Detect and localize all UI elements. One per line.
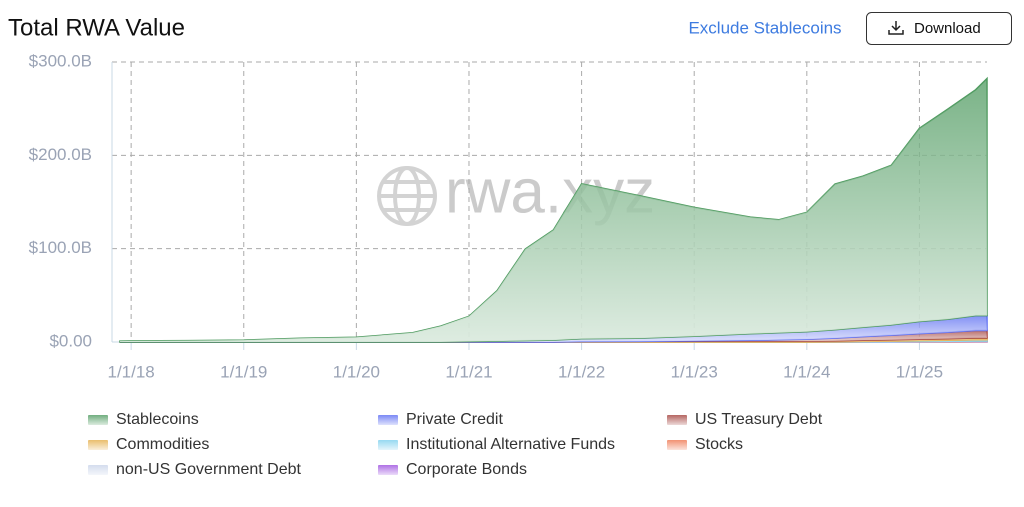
legend-swatch-fade [88,465,108,475]
x-tick-label: 1/1/19 [220,362,267,381]
x-tick-label: 1/1/24 [783,362,830,381]
exclude-stablecoins[interactable]: Exclude Stablecoins [688,18,841,37]
legend-label: US Treasury Debt [695,411,823,428]
x-tick-label: 1/1/25 [896,362,943,381]
legend-label: non-US Government Debt [116,461,302,478]
x-tick-label: 1/1/22 [558,362,605,381]
x-tick-label: 1/1/21 [445,362,492,381]
x-tick-label: 1/1/20 [333,362,380,381]
legend-label: Corporate Bonds [406,461,527,478]
legend-swatch-fade [378,465,398,475]
legend-label: Private Credit [406,411,503,428]
legend-label: Institutional Alternative Funds [406,436,615,453]
legend-swatch-fade [667,415,687,425]
legend-swatch-fade [378,415,398,425]
legend-swatch-fade [88,415,108,425]
x-tick-label: 1/1/18 [108,362,155,381]
legend-label: Stocks [695,436,743,453]
y-tick-label: $100.0B [29,238,92,257]
page-title: Total RWA Value [8,14,185,41]
legend-swatch-fade [88,440,108,450]
watermark-globe [379,168,435,224]
legend-swatch-fade [378,440,398,450]
legend-swatch-fade [667,440,687,450]
y-tick-label: $0.00 [49,331,92,350]
legend-label: Stablecoins [116,411,199,428]
x-tick-label: 1/1/23 [671,362,718,381]
download-label[interactable]: Download [914,20,981,37]
y-tick-label: $300.0B [29,51,92,70]
legend-label: Commodities [116,436,209,453]
y-tick-label: $200.0B [29,145,92,164]
